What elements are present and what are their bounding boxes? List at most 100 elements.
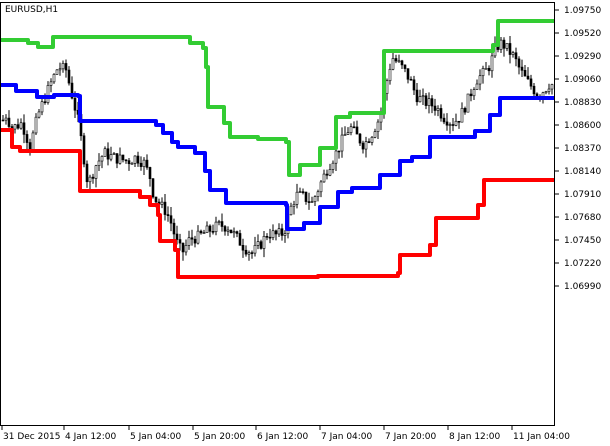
candle-body	[139, 162, 143, 167]
price-candles	[1, 35, 554, 261]
candle-body	[244, 249, 248, 255]
candle-body	[502, 39, 506, 49]
y-tick-label: 1.07680	[564, 213, 601, 223]
candle-body	[457, 120, 461, 123]
candle-body	[478, 75, 482, 85]
candle-body	[175, 233, 179, 240]
candle-body	[163, 201, 167, 215]
candle-body	[370, 136, 374, 143]
candle-body	[46, 85, 50, 103]
candle-body	[349, 126, 353, 133]
candle-body	[1, 119, 5, 122]
candle-body	[304, 191, 308, 202]
candle-body	[364, 141, 368, 150]
candle-body	[133, 155, 137, 164]
y-tick-label: 1.08370	[564, 144, 601, 154]
y-tick-label: 1.07450	[564, 236, 601, 246]
candle-body	[415, 89, 419, 103]
candle-body	[403, 64, 407, 69]
candle-body	[388, 68, 392, 82]
candle-body	[22, 122, 26, 135]
candle-body	[97, 160, 101, 167]
candle-body	[337, 150, 341, 153]
candle-body	[196, 230, 200, 244]
candle-body	[199, 230, 203, 234]
candle-body	[70, 82, 74, 99]
candle-body	[412, 79, 416, 91]
candle-body	[361, 142, 365, 150]
middle-channel-line	[0, 83, 555, 231]
candle-body	[448, 124, 452, 126]
candle-body	[517, 58, 521, 68]
candle-body	[445, 121, 449, 126]
candle-body	[481, 68, 485, 77]
candle-body	[7, 117, 11, 127]
candle-body	[115, 153, 119, 164]
candle-body	[127, 160, 131, 165]
candle-body	[247, 252, 251, 255]
candle-body	[217, 221, 221, 223]
candle-body	[208, 225, 212, 232]
candle-body	[430, 98, 434, 107]
candle-body	[61, 63, 65, 70]
candle-body	[499, 39, 503, 50]
candle-body	[190, 237, 194, 240]
candle-body	[433, 105, 437, 111]
candle-body	[226, 229, 230, 232]
candle-body	[94, 165, 98, 179]
y-tick-label: 1.09750	[564, 6, 601, 16]
candle-body	[268, 236, 272, 239]
candle-body	[526, 75, 530, 80]
candle-body	[487, 68, 491, 72]
candle-body	[280, 228, 284, 236]
y-tick-label: 1.08140	[564, 167, 601, 177]
y-axis: 1.09750 1.09520 1.09290 1.09060 1.08830 1.086…	[555, 6, 601, 292]
candle-body	[316, 191, 320, 197]
candle-body	[238, 233, 242, 246]
candle-body	[43, 101, 47, 104]
lower-channel-line	[0, 128, 555, 279]
candle-body	[406, 68, 410, 80]
candle-body	[220, 221, 224, 227]
y-tick-label: 1.08830	[564, 98, 601, 108]
candle-body	[124, 159, 128, 162]
candle-body	[460, 108, 464, 123]
candle-body	[442, 117, 446, 123]
candle-body	[343, 134, 347, 136]
candle-body	[169, 215, 173, 224]
candle-body	[310, 201, 314, 203]
candle-body	[505, 43, 509, 49]
candle-body	[265, 236, 269, 238]
x-tick-label: 5 Jan 20:00	[194, 432, 246, 442]
symbol-label: EURUSD,H1	[5, 5, 58, 15]
candle-body	[532, 85, 536, 95]
candle-body	[103, 148, 107, 157]
candle-body	[346, 132, 350, 135]
x-tick-label: 4 Jan 12:00	[65, 432, 117, 442]
candle-body	[172, 222, 176, 235]
candle-body	[514, 52, 518, 60]
candle-body	[40, 101, 44, 113]
candle-body	[472, 89, 476, 97]
candle-body	[136, 155, 140, 164]
candle-body	[439, 108, 443, 119]
candle-body	[232, 231, 236, 234]
candle-body	[550, 84, 554, 90]
candle-body	[91, 176, 95, 179]
candle-body	[424, 95, 428, 106]
candle-body	[358, 133, 362, 144]
candle-body	[418, 96, 422, 103]
candle-body	[214, 221, 218, 233]
candle-body	[271, 230, 275, 238]
x-axis: 31 Dec 2015 4 Jan 12:00 5 Jan 04:00 5 Jan 2…	[1, 426, 570, 442]
candle-body	[181, 242, 185, 253]
candle-body	[298, 191, 302, 193]
candle-body	[241, 245, 245, 251]
candle-body	[340, 134, 344, 152]
candle-body	[454, 120, 458, 126]
candle-body	[376, 121, 380, 132]
candle-body	[202, 232, 206, 234]
upper-channel-line	[0, 19, 555, 177]
candle-body	[301, 191, 305, 193]
candle-body	[421, 95, 425, 98]
